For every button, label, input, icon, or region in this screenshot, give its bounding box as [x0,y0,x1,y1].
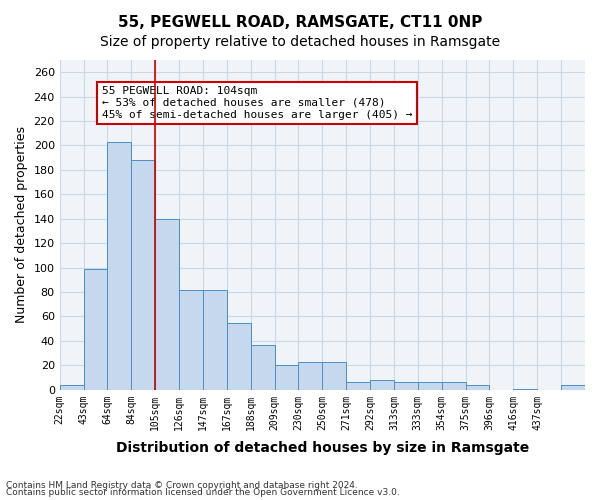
Bar [346,382,370,390]
Bar [418,382,442,390]
Bar [131,160,155,390]
Bar [107,142,131,390]
Bar [561,385,585,390]
Bar [466,385,490,390]
Bar [83,269,107,390]
Bar [322,362,346,390]
Bar [227,322,251,390]
Bar [394,382,418,390]
Text: Contains HM Land Registry data © Crown copyright and database right 2024.: Contains HM Land Registry data © Crown c… [6,480,358,490]
Bar [251,344,275,390]
Bar [298,362,322,390]
X-axis label: Distribution of detached houses by size in Ramsgate: Distribution of detached houses by size … [116,441,529,455]
Bar [370,380,394,390]
Bar [275,366,298,390]
Y-axis label: Number of detached properties: Number of detached properties [15,126,28,324]
Bar [203,290,227,390]
Bar [59,385,83,390]
Text: 55 PEGWELL ROAD: 104sqm
← 53% of detached houses are smaller (478)
45% of semi-d: 55 PEGWELL ROAD: 104sqm ← 53% of detache… [101,86,412,120]
Text: Size of property relative to detached houses in Ramsgate: Size of property relative to detached ho… [100,35,500,49]
Bar [514,388,537,390]
Text: 55, PEGWELL ROAD, RAMSGATE, CT11 0NP: 55, PEGWELL ROAD, RAMSGATE, CT11 0NP [118,15,482,30]
Bar [155,219,179,390]
Bar [179,290,203,390]
Text: Contains public sector information licensed under the Open Government Licence v3: Contains public sector information licen… [6,488,400,497]
Bar [442,382,466,390]
